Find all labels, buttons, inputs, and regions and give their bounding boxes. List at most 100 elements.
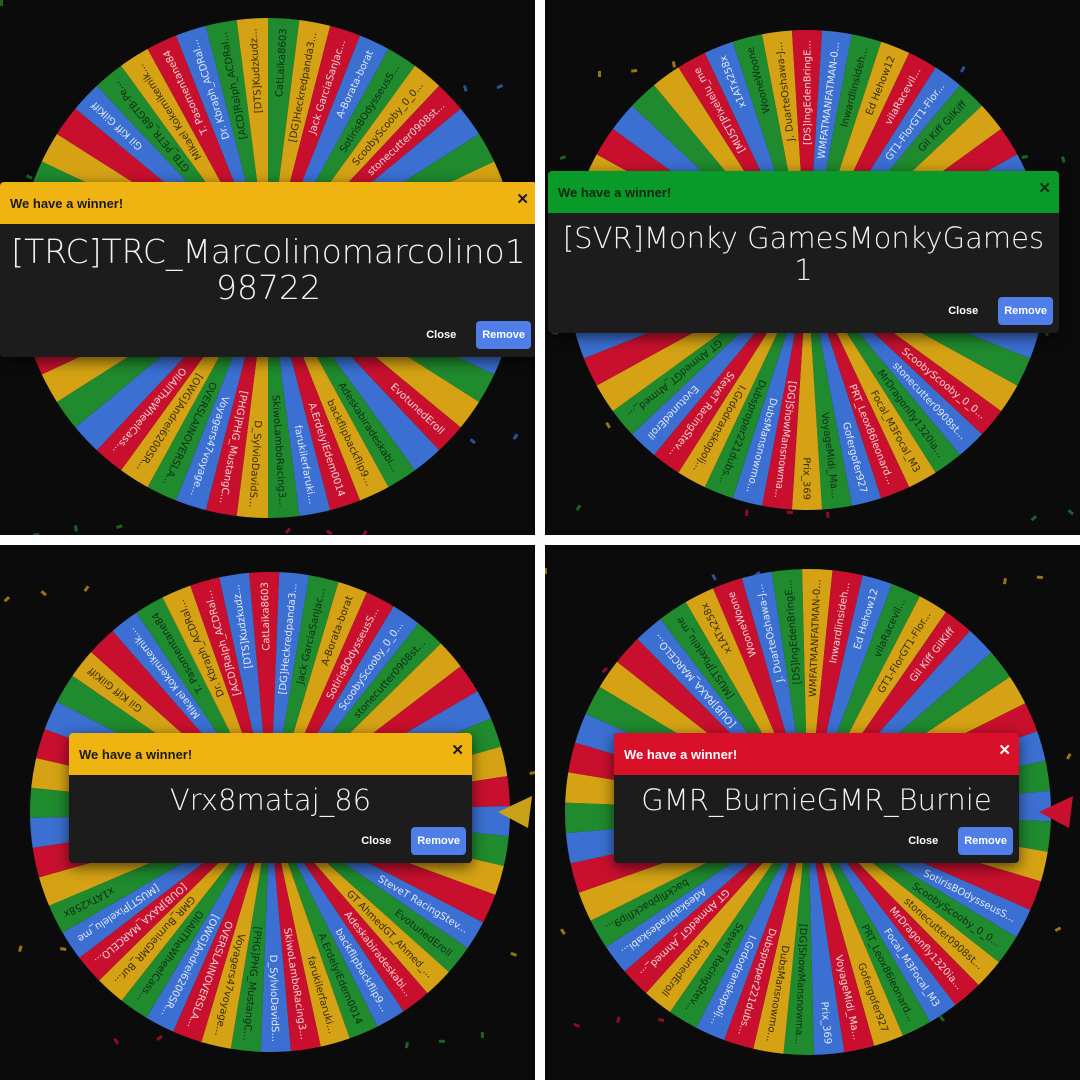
confetti-piece <box>480 1032 485 1039</box>
confetti-piece <box>1061 156 1066 163</box>
confetti-piece <box>0 0 3 6</box>
wheel-slice <box>270 812 321 1052</box>
dialog-header: We have a winner! ✕ <box>548 171 1059 213</box>
confetti-piece <box>545 568 547 575</box>
remove-button[interactable]: Remove <box>958 826 1013 855</box>
confetti-piece <box>463 85 468 92</box>
wheel-slice-label: D_SylvioDavidS... <box>246 420 262 508</box>
wheel-slice <box>791 270 823 510</box>
remove-button[interactable]: Remove <box>411 826 466 855</box>
confetti-piece <box>745 509 749 516</box>
wheel-slice-label: [DTS]Kudzkudz... <box>248 28 264 113</box>
winner-dialog: We have a winner! ✕ [SVR]Monky GamesMonk… <box>548 171 1059 333</box>
wheel-slice <box>173 812 270 1042</box>
confetti-piece <box>362 530 368 535</box>
confetti-piece <box>1067 509 1075 516</box>
wheel-slice <box>808 812 903 1046</box>
confetti-piece <box>156 1034 163 1041</box>
wheel-slice <box>670 812 808 1028</box>
winner-dialog: We have a winner! ✕ GMR_BurnieGMR_Burnie… <box>614 733 1019 863</box>
confetti-piece <box>83 585 90 592</box>
confetti-piece <box>826 511 830 518</box>
confetti-piece <box>18 945 23 953</box>
confetti-piece <box>26 174 33 180</box>
close-icon[interactable]: ✕ <box>998 742 1011 759</box>
wheel-slice-label: CatLaika8603 <box>260 582 273 651</box>
confetti-piece <box>938 1015 945 1022</box>
confetti-piece <box>711 573 717 581</box>
confetti-piece <box>559 155 567 161</box>
dialog-title: We have a winner! <box>10 195 124 211</box>
wheel-slice <box>724 812 808 1049</box>
wheel-slice <box>146 812 270 1032</box>
wheel-slice-label: [DS]IngEdenBringE... <box>803 40 814 145</box>
dialog-title: We have a winner! <box>558 184 672 200</box>
close-button[interactable]: Close <box>942 304 984 318</box>
confetti-piece <box>73 525 78 532</box>
winner-dialog: We have a winner! ✕ Vrx8mataj_86 Close R… <box>69 733 472 863</box>
confetti-piece <box>657 1018 665 1022</box>
wheel-panel-3: CatLaika8603 [DG]Heckredpanda3... Jack Gar… <box>0 545 535 1080</box>
close-icon[interactable]: ✕ <box>516 191 529 208</box>
confetti-piece <box>1021 154 1028 159</box>
confetti-piece <box>1002 578 1007 585</box>
confetti-piece <box>605 421 611 429</box>
wheel-slice <box>808 812 956 1023</box>
wheel-slice <box>121 812 270 1018</box>
confetti-piece <box>575 504 582 512</box>
wheel-slice-label: D_SylvioDavidS... <box>267 955 280 1043</box>
wheel-panel-4: SotirisBOdysseusS... ScoobyScooby_0_0... s… <box>545 545 1080 1080</box>
pointer-arrow-icon <box>498 796 532 828</box>
wheel-panel-2: ScoobyScooby_0_0... stonecutter0908st... M… <box>545 0 1080 535</box>
close-button[interactable]: Close <box>420 328 462 342</box>
confetti-piece <box>3 596 11 603</box>
wheel-slice <box>696 812 808 1041</box>
confetti-piece <box>1054 926 1062 933</box>
dialog-header: We have a winner! ✕ <box>614 733 1019 775</box>
dialog-title: We have a winner! <box>624 746 738 762</box>
wheel-slice <box>808 812 875 1053</box>
wheel-slice-label: CatLaika8603 <box>274 28 289 97</box>
confetti-piece <box>529 770 535 775</box>
confetti-piece <box>510 951 518 957</box>
wheel-slice <box>753 812 808 1054</box>
confetti-piece <box>573 1022 580 1028</box>
pointer-arrow-icon <box>1039 796 1073 828</box>
confetti-piece <box>671 61 676 68</box>
dialog-header: We have a winner! ✕ <box>0 182 535 224</box>
wheel-slice-label: Prix_369 <box>801 457 812 500</box>
confetti-piece <box>631 69 638 73</box>
wheel-slice <box>201 812 270 1049</box>
wheel-slice-label: Prix_369 <box>818 1001 833 1045</box>
wheel-slice <box>808 812 845 1055</box>
winner-name: Vrx8mataj_86 <box>169 783 372 817</box>
wheel-slice <box>783 812 814 1055</box>
confetti-piece <box>959 65 966 73</box>
remove-button[interactable]: Remove <box>998 296 1053 325</box>
confetti-piece <box>469 438 476 445</box>
close-button[interactable]: Close <box>902 834 944 848</box>
wheel-slice-label: WMFATMANFATMAN-0... <box>808 579 824 697</box>
confetti-piece <box>601 667 609 674</box>
confetti-piece <box>598 71 601 77</box>
confetti-piece <box>560 928 566 935</box>
wheel-slice <box>270 812 378 1039</box>
winner-name: GMR_BurnieGMR_Burnie <box>641 783 992 817</box>
wheel-slice-label: [DG]ShowMansnowma... <box>793 924 809 1045</box>
confetti-piece <box>116 524 123 529</box>
remove-button[interactable]: Remove <box>476 320 531 349</box>
confetti-piece <box>1030 515 1038 522</box>
dialog-header: We have a winner! ✕ <box>69 733 472 775</box>
close-icon[interactable]: ✕ <box>451 742 464 759</box>
close-icon[interactable]: ✕ <box>1038 180 1051 197</box>
wheel-slice <box>230 812 270 1052</box>
confetti-piece <box>616 1016 621 1024</box>
wheel-panel-1: CatLaika8603 [DG]Heckredpanda3... Jack Gar… <box>0 0 535 535</box>
confetti-piece <box>33 533 40 535</box>
confetti-piece <box>59 947 67 951</box>
close-button[interactable]: Close <box>355 834 397 848</box>
winner-name: [TRC]TRC_Marcolinomarcolino198722 <box>11 232 526 308</box>
wheel-slice <box>808 812 931 1036</box>
wheel-slice <box>270 812 404 1027</box>
confetti-piece <box>284 527 292 535</box>
